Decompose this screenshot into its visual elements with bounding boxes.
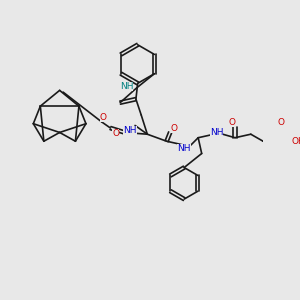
Text: NH: NH <box>123 126 136 135</box>
Text: O: O <box>277 118 284 127</box>
Text: O: O <box>170 124 177 134</box>
Text: O: O <box>112 129 119 138</box>
Text: O: O <box>100 113 107 122</box>
Text: OH: OH <box>291 137 300 146</box>
Text: NH: NH <box>210 128 223 137</box>
Text: O: O <box>229 118 236 127</box>
Text: NH: NH <box>120 82 133 91</box>
Text: NH: NH <box>177 144 191 153</box>
